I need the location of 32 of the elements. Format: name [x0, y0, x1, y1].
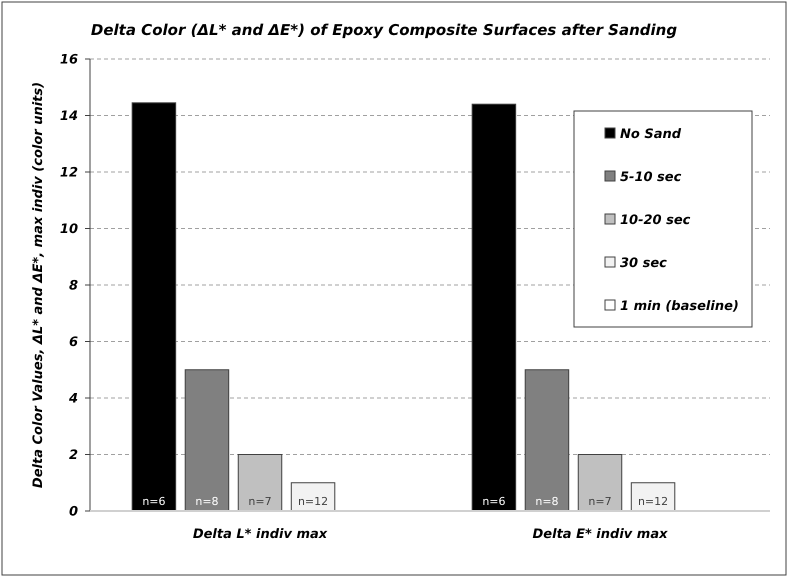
y-tick-label: 10 [60, 222, 78, 238]
y-axis-title: Delta Color Values, ΔL* and ΔE*, max indiv (color units) [31, 82, 46, 488]
legend-label: 30 sec [620, 256, 668, 271]
annotation: n=12 [298, 495, 328, 508]
annotation: n=8 [535, 495, 559, 508]
legend-label: 5-10 sec [620, 170, 682, 185]
y-tick-label: 4 [68, 392, 78, 407]
y-tick-label: 16 [60, 52, 78, 68]
bar [132, 102, 176, 512]
legend-label: No Sand [620, 127, 682, 142]
annotation: n=6 [482, 495, 506, 508]
annotation: n=8 [195, 495, 219, 508]
y-tick-label: 8 [68, 278, 78, 294]
y-tick-label: 0 [68, 504, 78, 520]
annotation: n=12 [638, 495, 668, 508]
legend-label: 10-20 sec [620, 213, 691, 228]
bar [578, 454, 622, 512]
annotation: n=6 [142, 495, 166, 508]
x-tick-label: Delta E* indiv max [532, 527, 668, 542]
legend-label: 1 min (baseline) [620, 299, 739, 314]
y-tick-label: 12 [60, 166, 78, 181]
x-tick-label: Delta L* indiv max [192, 527, 328, 542]
annotation: n=7 [248, 495, 272, 508]
annotation: n=7 [588, 495, 612, 508]
y-tick-label: 6 [68, 335, 78, 350]
bar [524, 369, 570, 512]
bar [472, 104, 516, 512]
chart-title: Delta Color (ΔL* and ΔE*) of Epoxy Composite Surfaces after Sanding [90, 21, 678, 39]
bar [184, 369, 230, 512]
y-tick-label: 2 [68, 448, 78, 464]
y-tick-label: 14 [60, 109, 78, 124]
bar [238, 454, 282, 512]
